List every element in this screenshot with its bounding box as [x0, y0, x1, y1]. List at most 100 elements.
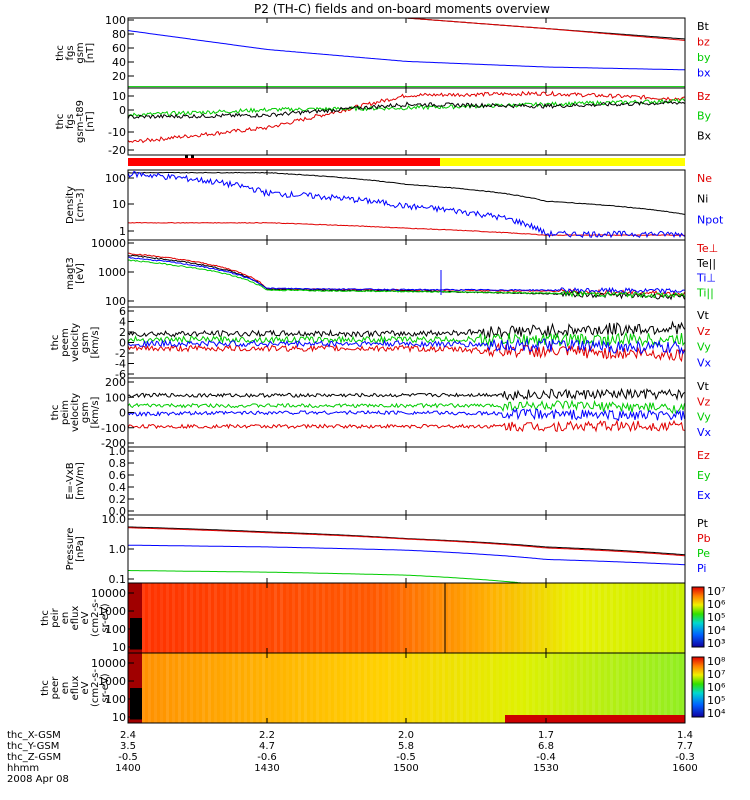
- heatmap-gap: [130, 618, 142, 650]
- heatmap-band: [676, 583, 679, 653]
- ylabel-line: E=-VxB: [65, 462, 76, 499]
- ylabel-line: eflux: [70, 676, 81, 701]
- heatmap-band: [208, 583, 211, 653]
- heatmap-band: [664, 583, 667, 653]
- colorbar-label: 10⁷: [707, 585, 725, 598]
- ylabel-line: (cm2-s-: [90, 599, 101, 637]
- heatmap-band: [322, 583, 325, 653]
- series-pe-line: [128, 570, 528, 583]
- series-npot-line: [128, 170, 685, 239]
- ytick-label: -2: [115, 347, 126, 360]
- heatmap-band: [346, 583, 349, 653]
- ytick-label: 40: [112, 56, 126, 69]
- heatmap-band: [280, 653, 283, 723]
- ytick-label: -20: [108, 144, 126, 157]
- heatmap-band: [454, 653, 457, 723]
- ylabel-line: fgs: [65, 114, 76, 129]
- heatmap-band: [652, 653, 655, 723]
- heatmap-band: [406, 653, 409, 723]
- legend-pt: Pt: [697, 517, 709, 530]
- heatmap-band: [508, 583, 511, 653]
- legend-bx: bx: [697, 67, 711, 80]
- heatmap-band: [172, 653, 175, 723]
- heatmap-band: [442, 653, 445, 723]
- footer-value-x: 2.2: [259, 730, 275, 741]
- legend-ez: Ez: [697, 449, 710, 462]
- heatmap-band: [358, 583, 361, 653]
- colorbar: [691, 656, 705, 718]
- footer-value-t: 1400: [115, 763, 140, 774]
- heatmap-band: [304, 583, 307, 653]
- heatmap-band: [418, 653, 421, 723]
- heatmap-band: [466, 653, 469, 723]
- heatmap-band: [586, 653, 589, 723]
- legend-vz: Vz: [697, 325, 711, 338]
- heatmap-band: [184, 583, 187, 653]
- heatmap-low-energy-band: [505, 715, 685, 723]
- series-vz-line: [128, 342, 685, 363]
- heatmap-band: [166, 583, 169, 653]
- heatmap-band: [352, 583, 355, 653]
- colorbar-label: 10⁴: [707, 707, 726, 720]
- ytick-label: 1: [119, 225, 126, 238]
- heatmap-band: [340, 653, 343, 723]
- heatmap-band: [220, 653, 223, 723]
- heatmap-band: [256, 653, 259, 723]
- series-te-line: [128, 254, 685, 301]
- ylabel-line: en: [60, 612, 71, 625]
- footer-value-y: 5.8: [398, 741, 414, 752]
- legend-npot: Npot: [697, 213, 724, 226]
- heatmap-band: [514, 583, 517, 653]
- legend-vy: Vy: [697, 341, 711, 354]
- heatmap-band: [298, 583, 301, 653]
- series-vx-line: [128, 337, 685, 355]
- ytick-label: 1.0: [109, 445, 127, 458]
- ylabel-line: gsm: [75, 42, 86, 63]
- heatmap-band: [592, 583, 595, 653]
- ytick-label: 100: [105, 295, 126, 308]
- footer-value-x: 2.0: [398, 730, 414, 741]
- series-ni-line: [128, 171, 685, 215]
- ytick-label: 200: [105, 376, 126, 389]
- heatmap-band: [202, 583, 205, 653]
- heatmap-band: [544, 583, 547, 653]
- ytick-label: 100: [105, 693, 126, 706]
- ylabel-line: Pressure: [65, 528, 76, 571]
- series-bz-line: [128, 90, 685, 144]
- heatmap-band: [244, 653, 247, 723]
- ytick-label: 1000: [98, 605, 126, 618]
- ytick-label: -100: [101, 422, 126, 435]
- heatmap-band: [520, 653, 523, 723]
- footer-row-label: 2008 Apr 08: [7, 774, 69, 785]
- heatmap-band: [304, 653, 307, 723]
- heatmap-band: [616, 653, 619, 723]
- heatmap-band: [226, 583, 229, 653]
- ytick-label: 0.2: [109, 493, 127, 506]
- heatmap-body: [128, 653, 685, 723]
- footer-row-label: hhmm: [7, 763, 39, 774]
- footer-value-z: -0.6: [257, 752, 277, 763]
- ylabel-line: gsm: [80, 332, 91, 353]
- heatmap-band: [442, 583, 445, 653]
- ylabel-line: [cm-3]: [75, 188, 86, 221]
- heatmap-band: [370, 583, 373, 653]
- legend-vz: Vz: [697, 395, 711, 408]
- heatmap-band: [562, 583, 565, 653]
- heatmap-band: [502, 653, 505, 723]
- footer-value-t: 1530: [533, 763, 558, 774]
- ylabel-line: peim: [60, 400, 71, 425]
- heatmap-band: [484, 653, 487, 723]
- heatmap-band: [388, 583, 391, 653]
- heatmap-band: [550, 583, 553, 653]
- footer-value-t: 1600: [672, 763, 697, 774]
- ytick-label: 4: [119, 316, 126, 329]
- heatmap-band: [400, 653, 403, 723]
- heatmap-band: [628, 583, 631, 653]
- footer-row-label: thc_Z-GSM: [7, 752, 61, 763]
- panel-frame-p1: [127, 17, 686, 89]
- heatmap-band: [274, 583, 277, 653]
- ylabel-line: velocity: [70, 323, 81, 362]
- ylabel-line: gsm: [80, 402, 91, 423]
